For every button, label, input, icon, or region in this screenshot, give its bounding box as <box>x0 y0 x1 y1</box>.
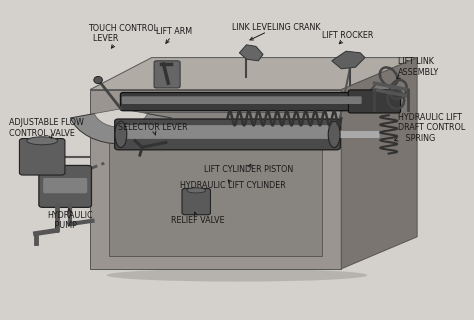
FancyBboxPatch shape <box>117 125 338 139</box>
FancyBboxPatch shape <box>348 90 401 113</box>
Polygon shape <box>341 58 417 269</box>
Text: HYDRAULIC LIFT CYLINDER: HYDRAULIC LIFT CYLINDER <box>180 180 286 190</box>
Ellipse shape <box>27 137 58 145</box>
Text: RELIEF VALVE: RELIEF VALVE <box>171 212 224 225</box>
Ellipse shape <box>328 121 340 148</box>
FancyBboxPatch shape <box>120 92 363 111</box>
Ellipse shape <box>94 76 102 84</box>
Polygon shape <box>239 45 263 61</box>
Polygon shape <box>332 51 365 69</box>
Text: HYDRAULIC LIFT
DRAFT CONTROL
   SPRING: HYDRAULIC LIFT DRAFT CONTROL SPRING <box>394 113 465 143</box>
Polygon shape <box>109 112 322 256</box>
Text: ADJUSTABLE FLOW
CONTROL VALVE: ADJUSTABLE FLOW CONTROL VALVE <box>9 118 84 138</box>
Ellipse shape <box>115 121 127 148</box>
Wedge shape <box>94 109 147 127</box>
Text: TOUCH CONTROL
  LEVER: TOUCH CONTROL LEVER <box>88 24 158 48</box>
Ellipse shape <box>187 188 206 193</box>
Text: LIFT CYLINDER PISTON: LIFT CYLINDER PISTON <box>204 164 293 174</box>
FancyBboxPatch shape <box>154 61 180 88</box>
Text: LIFT LINK
ASSEMBLY: LIFT LINK ASSEMBLY <box>397 58 439 78</box>
Polygon shape <box>90 90 341 269</box>
FancyBboxPatch shape <box>43 178 87 193</box>
Text: LINK LEVELING CRANK: LINK LEVELING CRANK <box>232 23 321 40</box>
FancyBboxPatch shape <box>122 96 362 104</box>
Polygon shape <box>90 58 417 90</box>
Text: SELECTOR LEVER: SELECTOR LEVER <box>118 124 188 135</box>
Text: HYDRAULIC
   PUMP: HYDRAULIC PUMP <box>47 208 93 230</box>
Text: LIFT ROCKER: LIFT ROCKER <box>322 31 374 44</box>
FancyBboxPatch shape <box>19 139 65 175</box>
Text: LIFT ARM: LIFT ARM <box>156 28 192 43</box>
FancyBboxPatch shape <box>39 165 91 207</box>
FancyBboxPatch shape <box>115 119 340 150</box>
Ellipse shape <box>107 269 367 282</box>
Wedge shape <box>71 113 171 144</box>
FancyBboxPatch shape <box>182 188 210 215</box>
